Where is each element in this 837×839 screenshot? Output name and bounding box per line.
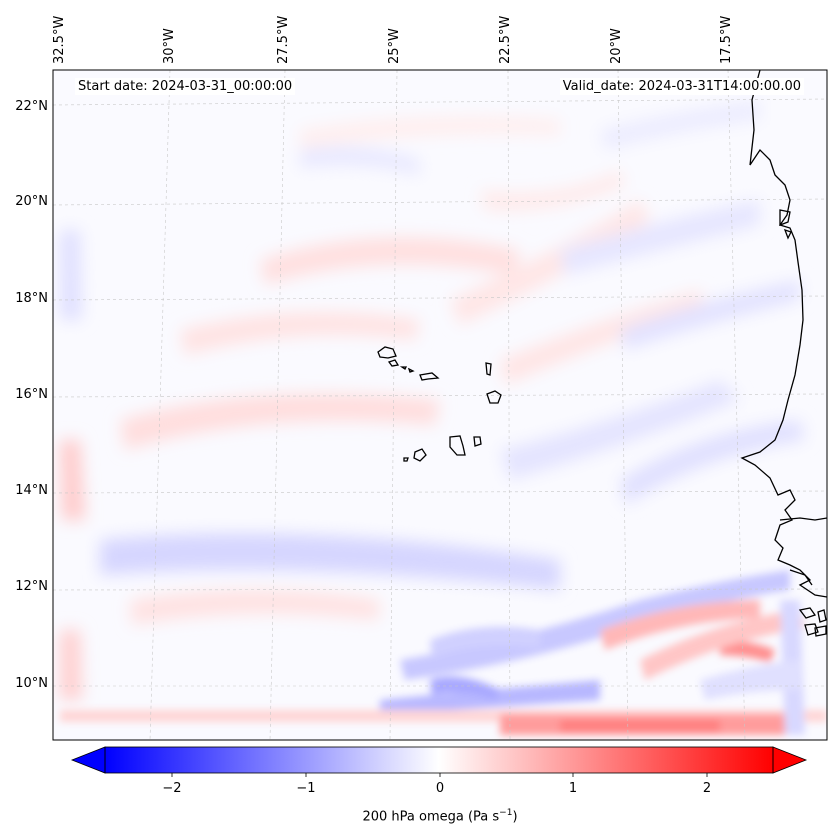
lon-label-22-5w: 22.5°W: [498, 15, 513, 64]
map-frame: [52, 69, 828, 741]
start-date-label: Start date: 2024-03-31_00:00:00: [75, 78, 296, 95]
lon-label-25w: 25°W: [387, 28, 402, 64]
valid-date-label: Valid_date: 2024-03-31T14:00:00.00: [559, 78, 804, 95]
lon-label-27-5w: 27.5°W: [276, 15, 291, 64]
lat-label-22n: 22°N: [15, 99, 48, 114]
colorbar-label-exponent: −1: [499, 808, 513, 818]
colorbar-tick: −1: [296, 781, 316, 796]
colorbar: [70, 746, 808, 777]
colorbar-tick: −2: [162, 781, 182, 796]
colorbar-tick: 1: [568, 781, 578, 796]
lon-label-20w: 20°W: [609, 28, 624, 64]
lat-label-10n: 10°N: [15, 676, 48, 691]
omega-field: [53, 70, 827, 740]
lon-label-30w: 30°W: [162, 28, 177, 64]
lon-label-17-5w: 17.5°W: [719, 15, 734, 64]
colorbar-scale: [105, 747, 773, 773]
colorbar-tick: 2: [702, 781, 712, 796]
lat-label-20n: 20°N: [15, 194, 48, 209]
coastline: [377, 70, 827, 637]
colorbar-tick: 0: [435, 781, 445, 796]
colorbar-max-extend: [772, 746, 808, 774]
lat-label-18n: 18°N: [15, 291, 48, 306]
lat-label-16n: 16°N: [15, 387, 48, 402]
colorbar-min-extend: [70, 746, 106, 774]
colorbar-label: 200 hPa omega (Pa s−1): [0, 808, 837, 824]
colorbar-label-close: ): [512, 809, 518, 825]
colorbar-label-text: 200 hPa omega (Pa s: [362, 809, 500, 825]
lat-label-12n: 12°N: [15, 579, 48, 594]
lat-label-14n: 14°N: [15, 483, 48, 498]
lon-label-32-5w: 32.5°W: [52, 15, 67, 64]
